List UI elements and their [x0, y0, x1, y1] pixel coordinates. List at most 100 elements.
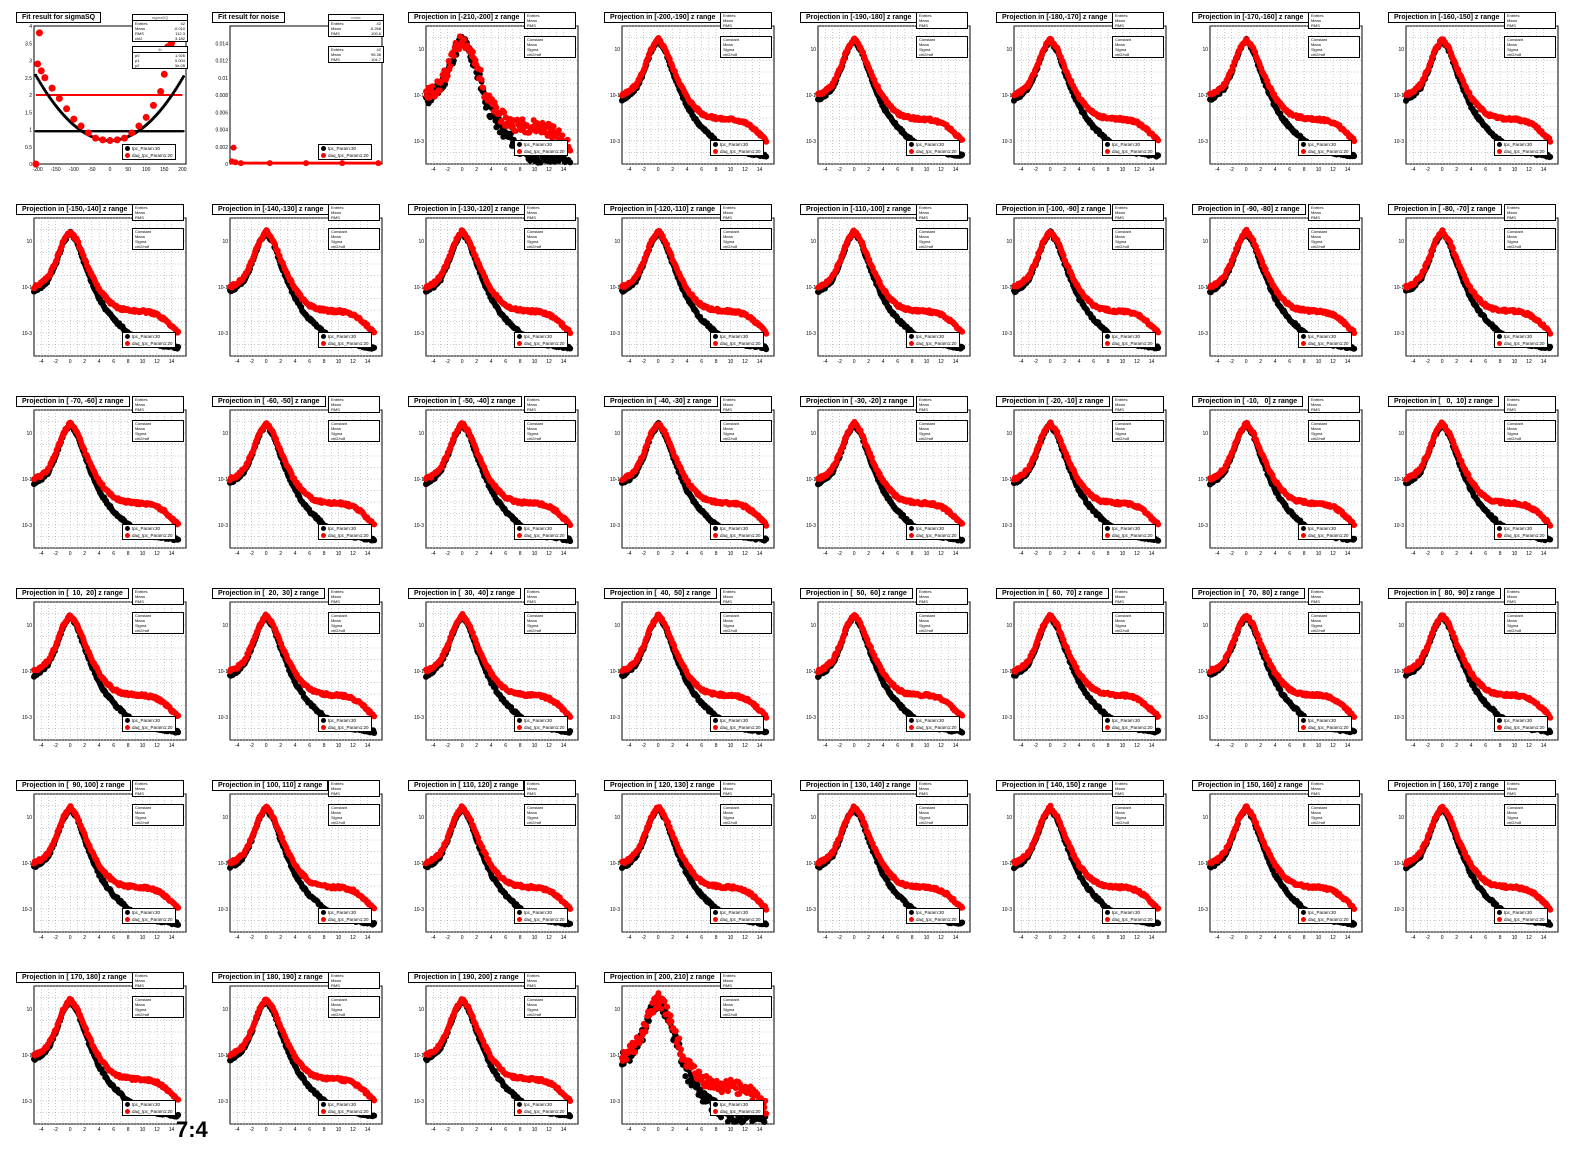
x-tick-label: 0 — [1245, 359, 1248, 365]
x-tick-label: 4 — [882, 359, 885, 365]
legend-marker — [517, 142, 522, 147]
point-series-b — [1228, 68, 1235, 75]
x-tick-label: -2 — [837, 359, 842, 365]
x-tick-label: 14 — [757, 359, 763, 365]
y-tick-label: 10-3 — [1198, 139, 1208, 145]
legend-label: tpc_Param:30 — [132, 334, 161, 339]
y-tick-label: 10-3 — [1198, 331, 1208, 337]
legend-marker — [713, 341, 718, 346]
legend-entry: tpc_Param:30 — [713, 141, 761, 148]
y-tick-label: 10-1 — [1198, 93, 1208, 99]
stats-row: Constant — [723, 229, 740, 234]
stats-row: Mean — [723, 210, 734, 215]
x-tick-label: 12 — [938, 359, 944, 365]
y-tick-label: 10-3 — [414, 139, 424, 145]
x-tick-label: 8 — [519, 359, 522, 365]
x-tick-label: 0 — [1441, 167, 1444, 173]
x-tick-label: -2 — [837, 167, 842, 173]
panel-title: Projection in [-130,-120] z range — [408, 204, 526, 215]
y-tick-label: 10-3 — [1002, 331, 1012, 337]
point-series-b — [501, 109, 508, 116]
x-tick-label: 10 — [924, 167, 930, 173]
stats-box: Entries Mean RMS — [1504, 12, 1556, 29]
x-tick-label: 14 — [1541, 167, 1547, 173]
stats-row: Constant — [527, 37, 544, 42]
legend-marker — [517, 341, 522, 346]
x-tick-label: 0 — [69, 359, 72, 365]
x-tick-label: 0 — [853, 359, 856, 365]
x-tick-label: 8 — [911, 359, 914, 365]
point-series-a — [537, 159, 544, 166]
x-tick-label: 14 — [757, 167, 763, 173]
x-tick-label: 10 — [1316, 167, 1322, 173]
x-tick-label: 12 — [938, 167, 944, 173]
legend-label: daq_tpc_Param1:20 — [524, 341, 565, 346]
x-tick-label: 4 — [490, 359, 493, 365]
projection-panel: -4 -2 0 2 4 6 8 10 12 14 10 10-1 10-3 Projection in [… — [996, 12, 1172, 182]
x-tick-label: 6 — [1288, 359, 1291, 365]
stats-row: Mean — [331, 234, 342, 239]
legend-entry: tpc_Param:30 — [909, 333, 957, 340]
projection-panel: -4 -2 0 2 4 6 8 10 12 14 10 10-1 10-3 Projection in [… — [800, 12, 976, 182]
x-tick-label: 12 — [1330, 167, 1336, 173]
panel-title: Projection in [-170,-160] z range — [1192, 12, 1310, 23]
stats-row: RMS — [527, 215, 536, 220]
x-tick-label: 4 — [1274, 167, 1277, 173]
legend-marker — [321, 341, 326, 346]
x-tick-label: -4 — [1019, 167, 1024, 173]
x-tick-label: -4 — [1411, 167, 1416, 173]
stats-box: Constant Mean Sigma chi2/ndf — [1308, 36, 1360, 58]
x-tick-label: 4 — [882, 167, 885, 173]
stats-row: Entries — [1507, 13, 1520, 18]
legend-label: tpc_Param:30 — [916, 334, 945, 339]
x-tick-label: 0 — [461, 167, 464, 173]
stats-row: RMS — [527, 23, 536, 28]
legend-marker — [1301, 149, 1306, 154]
point-series-b — [472, 57, 479, 64]
legend-label: daq_tpc_Param1:20 — [1504, 149, 1545, 154]
x-tick-label: 8 — [323, 359, 326, 365]
legend-entry: daq_tpc_Param1:20 — [713, 148, 761, 155]
point-series-b — [841, 56, 848, 63]
legend-entry: daq_tpc_Param1:20 — [517, 148, 565, 155]
y-tick-label: 10-3 — [610, 331, 620, 337]
point-series-b — [445, 58, 452, 65]
legend-entry: tpc_Param:30 — [517, 141, 565, 148]
legend-entry: daq_tpc_Param1:20 — [909, 340, 957, 347]
stats-row: RMS — [1115, 215, 1124, 220]
point-series-b — [1155, 137, 1162, 144]
stats-row: Mean — [1311, 18, 1322, 23]
x-tick-label: 14 — [953, 359, 959, 365]
x-tick-label: 6 — [308, 359, 311, 365]
projection-panel: -4 -2 0 2 4 6 8 10 12 14 10 10-1 10-3 Projection in [… — [16, 204, 192, 374]
stats-box: Entries Mean RMS — [1308, 12, 1360, 29]
legend-label: tpc_Param:30 — [720, 334, 749, 339]
legend-entry: daq_tpc_Param1:20 — [1105, 340, 1153, 347]
legend-marker — [321, 334, 326, 339]
stats-row: chi2/ndf — [1507, 52, 1522, 57]
stats-row: Mean — [723, 18, 734, 23]
legend-label: tpc_Param:30 — [328, 334, 357, 339]
x-tick-label: -4 — [431, 359, 436, 365]
x-tick-label: 6 — [1484, 167, 1487, 173]
legend-label: daq_tpc_Param1:20 — [916, 341, 957, 346]
stats-row: Sigma — [919, 47, 931, 52]
x-tick-label: -2 — [1033, 359, 1038, 365]
legend-label: tpc_Param:30 — [1112, 334, 1141, 339]
projection-panel: -4 -2 0 2 4 6 8 10 12 14 10 10-1 10-3 Projection in [… — [408, 204, 584, 374]
x-tick-label: 10 — [140, 359, 146, 365]
point-series-b — [555, 127, 562, 134]
stats-row: Entries — [723, 205, 736, 210]
point-series-b — [456, 33, 463, 40]
x-tick-label: 2 — [867, 359, 870, 365]
stats-row: Sigma — [331, 239, 343, 244]
y-tick-label: 10 — [418, 47, 424, 53]
x-tick-label: 12 — [1526, 167, 1532, 173]
point-series-b — [444, 72, 451, 79]
x-tick-label: 10 — [1316, 359, 1322, 365]
projection-panel: -4 -2 0 2 4 6 8 10 12 14 10 10-1 10-3 Projection in [… — [212, 204, 388, 374]
x-tick-label: 14 — [1149, 167, 1155, 173]
x-tick-label: 2 — [279, 359, 282, 365]
legend-label: daq_tpc_Param1:20 — [916, 149, 957, 154]
